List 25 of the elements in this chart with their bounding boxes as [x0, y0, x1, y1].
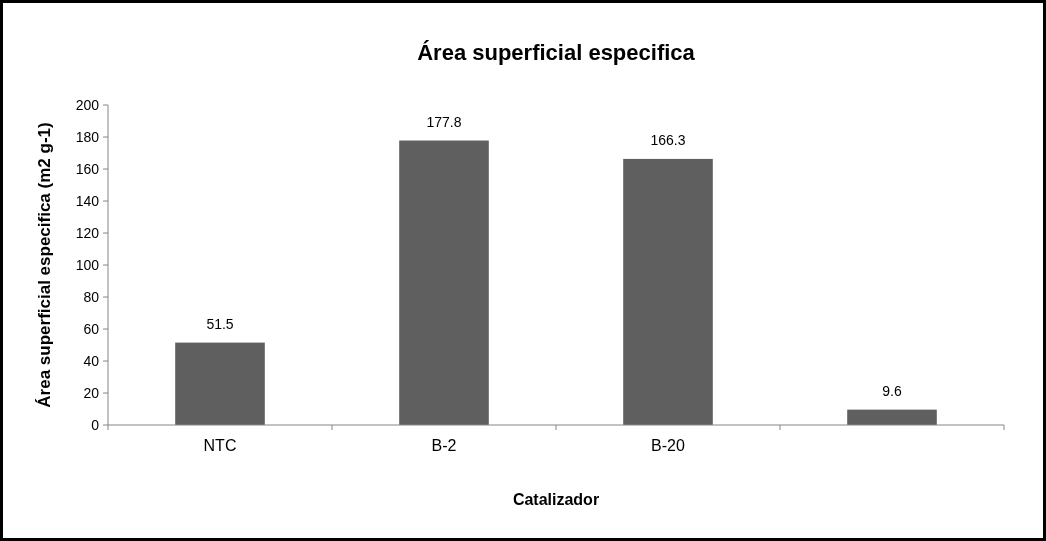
- x-tick-label: NTC: [203, 437, 237, 454]
- bar: [175, 342, 265, 425]
- y-tick-label: 100: [75, 256, 100, 273]
- bar: [847, 409, 937, 425]
- y-tick-label: 80: [83, 288, 100, 305]
- y-axis-title: Área superficial especifica (m2 g-1): [35, 122, 54, 408]
- data-label: 51.5: [206, 315, 234, 332]
- y-tick-label: 40: [83, 352, 100, 369]
- y-tick-label: 60: [83, 320, 100, 337]
- data-label: 9.6: [882, 382, 902, 399]
- data-label: 177.8: [426, 113, 462, 130]
- chart-title: Área superficial especifica: [417, 40, 696, 65]
- y-tick-label: 180: [75, 128, 100, 145]
- y-tick-label: 120: [75, 224, 100, 241]
- x-tick-label: B-20: [651, 437, 685, 454]
- y-tick-label: 0: [91, 416, 100, 433]
- y-tick-label: 20: [83, 384, 100, 401]
- y-tick-label: 160: [75, 160, 100, 177]
- bar: [399, 140, 489, 425]
- y-tick-label: 140: [75, 192, 100, 209]
- data-label: 166.3: [650, 131, 686, 148]
- bar: [623, 158, 713, 425]
- x-axis-title: Catalizador: [512, 491, 600, 508]
- x-tick-label: B-2: [431, 437, 457, 454]
- y-tick-label: 200: [75, 96, 100, 113]
